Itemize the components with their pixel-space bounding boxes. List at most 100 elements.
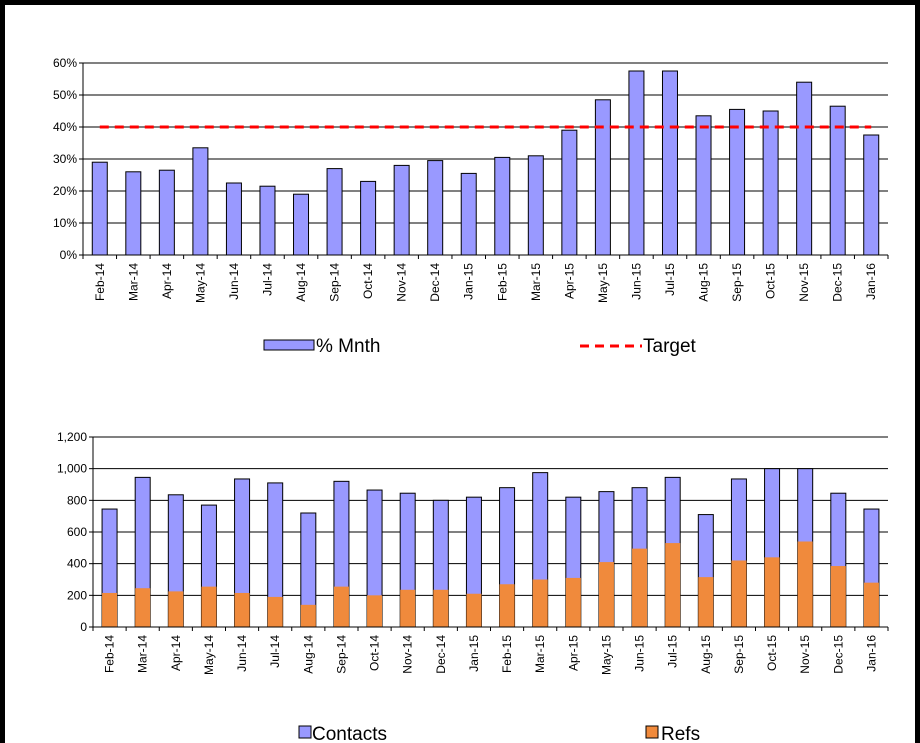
chart2-bars [101,468,880,628]
x-tick-label: Apr-15 [566,635,580,671]
chart-frame: 0% 10% 20% 30% 40% 50% 60% Feb-14 Mar-14 Apr-14 M… [5,5,915,743]
chart1-gridlines [83,62,888,256]
x-tick-label: Jul-14 [260,263,274,296]
x-tick-label: Sep-14 [328,263,342,302]
y-tick-label: 60% [53,56,77,70]
y-tick-label: 40% [53,120,77,134]
x-tick-label: May-14 [193,263,207,303]
x-tick-label: Mar-14 [136,635,150,673]
x-tick-label: Aug-14 [301,635,315,674]
chart2-y-ticks: 0 200 400 600 800 1,000 1,200 [57,430,93,634]
x-tick-label: Jun-14 [227,263,241,300]
x-tick-label: Jun-15 [629,263,643,300]
chart2-x-ticks: Feb-14 Mar-14 Apr-14 May-14 Jun-14 Jul-14 Aug-… [92,627,889,675]
y-tick-label: 50% [53,88,77,102]
x-tick-label: Jan-15 [462,263,476,300]
chart2-legend: Contacts Refs [298,724,700,743]
x-tick-label: May-14 [202,635,216,675]
x-tick-label: Dec-15 [831,263,845,302]
x-tick-label: May-15 [599,635,613,675]
bar-refs [300,604,316,627]
bar-percent-month [695,115,712,256]
chart1-y-ticks: 0% 10% 20% 30% 40% 50% 60% [53,56,83,262]
x-tick-label: Sep-15 [732,635,746,674]
bar-percent-month [762,110,779,256]
chart1-legend: % Mnth Target [263,336,697,357]
bar-percent-month [293,193,310,256]
x-tick-label: Dec-15 [831,635,845,674]
bar-refs [698,577,714,627]
x-tick-label: Oct-15 [764,263,778,299]
bar-refs [830,566,846,627]
x-tick-label: Nov-15 [798,635,812,674]
x-tick-label: Nov-14 [395,263,409,302]
chart2-gridlines [93,436,888,628]
bar-percent-month [863,134,880,256]
x-tick-label: Feb-15 [495,263,509,301]
x-tick-label: Feb-14 [93,263,107,301]
bar-refs [863,582,879,627]
x-tick-label: Aug-14 [294,263,308,302]
legend-label-contacts: Contacts [312,724,387,743]
bar-refs [499,584,515,627]
x-tick-label: Aug-15 [699,635,713,674]
x-tick-label: Jun-15 [633,635,647,672]
bar-percent-month [494,156,511,256]
x-tick-label: Oct-15 [765,635,779,671]
bar-refs [333,586,349,627]
bar-refs [201,586,217,627]
y-tick-label: 200 [67,588,87,602]
bar-percent-month [360,180,377,256]
bar-refs [532,579,548,627]
y-tick-label: 0 [80,620,87,634]
bar-refs [234,592,250,627]
x-tick-label: Jan-16 [864,635,878,672]
bar-refs [565,577,581,627]
x-tick-label: Nov-14 [401,635,415,674]
x-tick-label: Mar-15 [533,635,547,673]
x-tick-label: Apr-15 [562,263,576,299]
bar-percent-month [796,81,813,256]
bar-refs [168,591,184,627]
y-tick-label: 1,200 [57,430,87,444]
x-tick-label: Nov-15 [797,263,811,302]
bar-percent-month [594,99,611,256]
chart1-bars [91,70,880,256]
y-tick-label: 10% [53,216,77,230]
percent-month-chart: 0% 10% 20% 30% 40% 50% 60% Feb-14 Mar-14 Apr-14 M… [53,56,889,357]
bar-percent-month [661,70,678,256]
chart1-x-ticks: Feb-14 Mar-14 Apr-14 May-14 Jun-14 Jul-14 Aug-… [82,255,889,303]
y-tick-label: 400 [67,557,87,571]
bar-percent-month [527,155,544,256]
charts-canvas: 0% 10% 20% 30% 40% 50% 60% Feb-14 Mar-14 Apr-14 M… [53,56,889,743]
bar-refs [367,595,383,627]
bar-percent-month [460,172,477,256]
x-tick-label: May-15 [596,263,610,303]
bar-percent-month [259,185,276,256]
x-tick-label: Mar-15 [529,263,543,301]
bar-percent-month [225,182,242,256]
legend-label-refs: Refs [661,724,700,743]
x-tick-label: Jun-14 [235,635,249,672]
x-tick-label: Jul-14 [268,635,282,668]
x-tick-label: Apr-14 [160,263,174,299]
bar-refs [102,592,118,627]
bar-refs [267,596,283,627]
x-tick-label: Mar-14 [126,263,140,301]
x-tick-label: Sep-15 [730,263,744,302]
legend-swatch-contacts [298,725,312,739]
bar-percent-month [628,70,645,256]
chart2-axes [92,437,888,628]
bar-refs [797,541,813,627]
bar-refs [400,589,416,627]
bar-percent-month [125,171,142,256]
x-tick-label: Oct-14 [368,635,382,671]
bar-refs [665,543,681,627]
bar-percent-month [393,164,410,256]
x-tick-label: Apr-14 [169,635,183,671]
bar-percent-month [427,160,444,256]
bar-percent-month [158,169,175,256]
bar-percent-month [561,129,578,256]
legend-swatch-percent-month [263,339,315,351]
bar-refs [731,560,747,627]
